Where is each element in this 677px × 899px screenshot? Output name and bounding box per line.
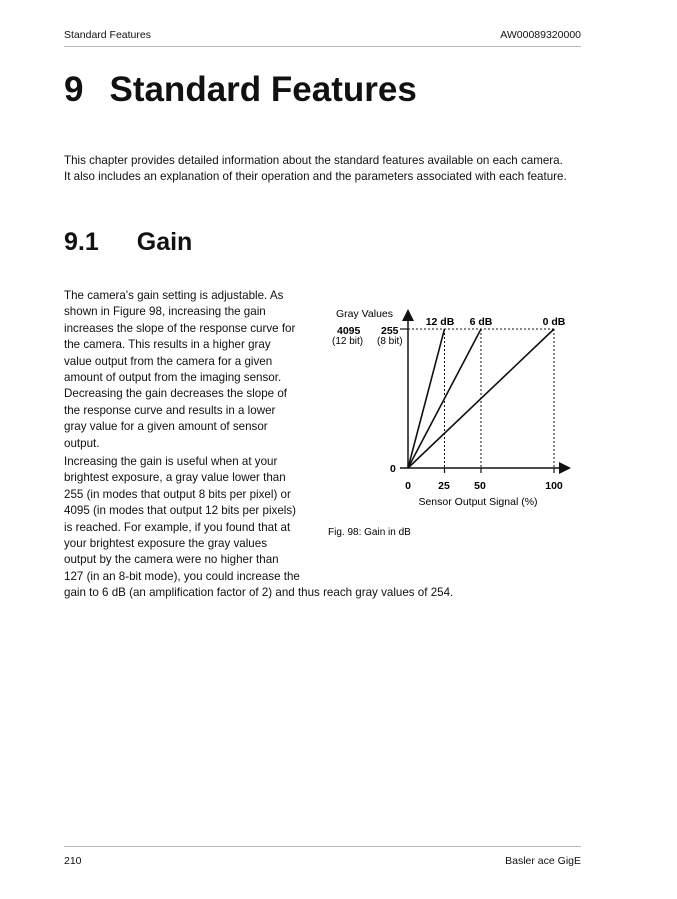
text-line: increases the slope of the response curv… bbox=[64, 321, 296, 335]
text-line: 255 (in modes that output 8 bits per pix… bbox=[64, 487, 291, 501]
text-line: gray value for a given amount of sensor bbox=[64, 420, 268, 434]
intro-paragraph: This chapter provides detailed informati… bbox=[64, 153, 567, 186]
text-line: This chapter provides detailed informati… bbox=[64, 154, 563, 167]
chapter-number: 9 bbox=[64, 70, 84, 109]
text-line: 4095 (in modes that output 12 bits per p… bbox=[64, 504, 297, 518]
header-left: Standard Features bbox=[64, 29, 151, 41]
chapter-heading: 9 Standard Features bbox=[64, 70, 417, 110]
footer-rule bbox=[64, 846, 581, 847]
text-line: is reached. For example, if you found th… bbox=[64, 520, 291, 534]
header-rule bbox=[64, 46, 581, 47]
text-line: value output from the camera for a given bbox=[64, 354, 273, 368]
y-axis-title: Gray Values bbox=[336, 308, 393, 320]
x-tick-label: 100 bbox=[545, 480, 563, 492]
text-line: your brightest exposure the gray values bbox=[64, 537, 268, 551]
y-max-12bit-note: (12 bit) bbox=[332, 336, 363, 347]
x-tick-label: 25 bbox=[438, 480, 450, 492]
x-axis-label: Sensor Output Signal (%) bbox=[418, 496, 537, 508]
section-title: Gain bbox=[136, 228, 193, 256]
y-max-8bit-note: (8 bit) bbox=[377, 336, 403, 347]
footer-right: Basler ace GigE bbox=[505, 855, 581, 867]
y-max-12bit: 4095 bbox=[337, 325, 361, 337]
curve-label-6db: 6 dB bbox=[470, 316, 493, 328]
text-line: 127 (in an 8-bit mode), you could increa… bbox=[64, 569, 300, 583]
section-heading: 9.1 Gain bbox=[64, 228, 192, 257]
text-line: the response curve and results in a lowe… bbox=[64, 403, 276, 417]
x-tick-label: 50 bbox=[474, 480, 486, 492]
text-line: output by the camera were no higher than bbox=[64, 553, 279, 567]
text-line: brightest exposure, a gray value lower t… bbox=[64, 471, 286, 485]
figure-caption: Fig. 98: Gain in dB bbox=[328, 527, 411, 538]
text-line: the camera. This results in a higher gra… bbox=[64, 338, 271, 352]
gain-curve bbox=[407, 328, 555, 469]
text-line: It also includes an explanation of their… bbox=[64, 170, 567, 184]
text-line: amount of output from the imaging sensor… bbox=[64, 371, 282, 385]
text-line: shown in Figure 98, increasing the gain bbox=[64, 305, 266, 319]
page-number: 210 bbox=[64, 855, 82, 867]
paragraph-2: Increasing the gain is useful when at yo… bbox=[64, 454, 453, 602]
y-max-8bit: 255 bbox=[381, 325, 399, 337]
text-line: Increasing the gain is useful when at yo… bbox=[64, 455, 278, 468]
text-line: Decreasing the gain decreases the slope … bbox=[64, 387, 287, 401]
chapter-title: Standard Features bbox=[109, 70, 417, 109]
x-tick-label: 0 bbox=[405, 480, 411, 492]
header-right: AW00089320000 bbox=[500, 29, 581, 41]
section-number: 9.1 bbox=[64, 228, 99, 256]
curve-label-12db: 12 dB bbox=[426, 316, 455, 328]
gain-curve bbox=[407, 328, 482, 469]
text-line: The camera's gain setting is adjustable.… bbox=[64, 289, 284, 302]
curve-label-0db: 0 dB bbox=[543, 316, 566, 328]
text-line: output. bbox=[64, 436, 100, 450]
gain-curve bbox=[407, 328, 446, 469]
y-zero-label: 0 bbox=[390, 463, 396, 475]
paragraph-1: The camera's gain setting is adjustable.… bbox=[64, 288, 295, 452]
text-line: gain to 6 dB (an amplification factor of… bbox=[64, 586, 454, 600]
